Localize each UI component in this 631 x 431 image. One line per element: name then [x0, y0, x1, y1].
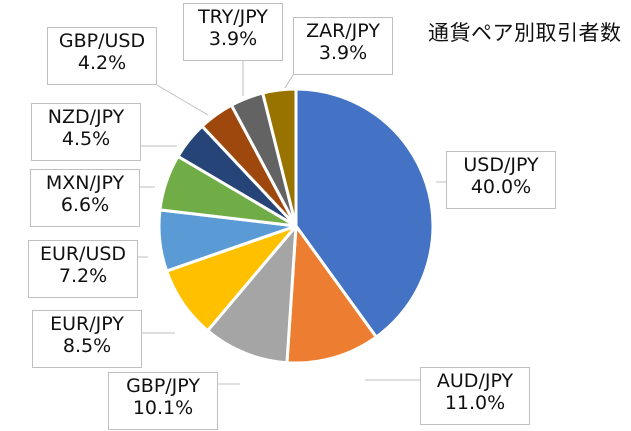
data-label-category: AUD/JPY — [436, 370, 514, 392]
data-label-value: 40.0% — [470, 176, 532, 198]
data-label-value: 7.2% — [58, 265, 108, 287]
data-label-category: GBP/USD — [58, 30, 146, 52]
leader-line — [156, 84, 209, 116]
pie-slices — [157, 87, 435, 365]
data-label-mxn-jpy: MXN/JPY 6.6% — [30, 169, 140, 227]
data-label-eur-jpy: EUR/JPY 8.5% — [32, 310, 142, 368]
data-label-zar-jpy: ZAR/JPY 3.9% — [293, 17, 393, 75]
data-label-usd-jpy: USD/JPY 40.0% — [446, 151, 556, 209]
data-label-category: USD/JPY — [463, 154, 539, 176]
data-label-aud-jpy: AUD/JPY 11.0% — [420, 367, 530, 425]
data-label-value: 8.5% — [62, 335, 112, 357]
chart-title: 通貨ペア別取引者数 — [428, 21, 622, 45]
data-label-value: 4.2% — [77, 52, 127, 74]
data-label-gbp-jpy: GBP/JPY 10.1% — [108, 372, 218, 430]
data-label-category: TRY/JPY — [198, 6, 268, 28]
data-label-value: 11.0% — [444, 392, 506, 414]
data-label-value: 4.5% — [61, 128, 111, 150]
data-label-try-jpy: TRY/JPY 3.9% — [183, 3, 283, 61]
data-label-value: 3.9% — [318, 42, 368, 64]
pie-slice-zar-jpy — [261, 87, 298, 228]
data-label-eur-usd: EUR/USD 7.2% — [28, 240, 138, 298]
data-label-gbp-usd: GBP/USD 4.2% — [47, 27, 157, 85]
data-label-nzd-jpy: NZD/JPY 4.5% — [31, 103, 141, 161]
pie-slice-usd-jpy — [294, 87, 435, 339]
data-label-category: ZAR/JPY — [306, 20, 380, 42]
data-label-category: EUR/JPY — [50, 313, 124, 335]
pie-slice-gbp-jpy — [206, 224, 298, 365]
data-label-value: 3.9% — [208, 28, 258, 50]
data-label-value: 10.1% — [132, 397, 194, 419]
data-label-value: 6.6% — [60, 194, 110, 216]
data-label-category: MXN/JPY — [45, 172, 125, 194]
data-label-category: EUR/USD — [39, 243, 127, 265]
pie-slice-aud-jpy — [285, 224, 378, 365]
data-label-category: GBP/JPY — [126, 375, 200, 397]
data-label-category: NZD/JPY — [47, 106, 125, 128]
